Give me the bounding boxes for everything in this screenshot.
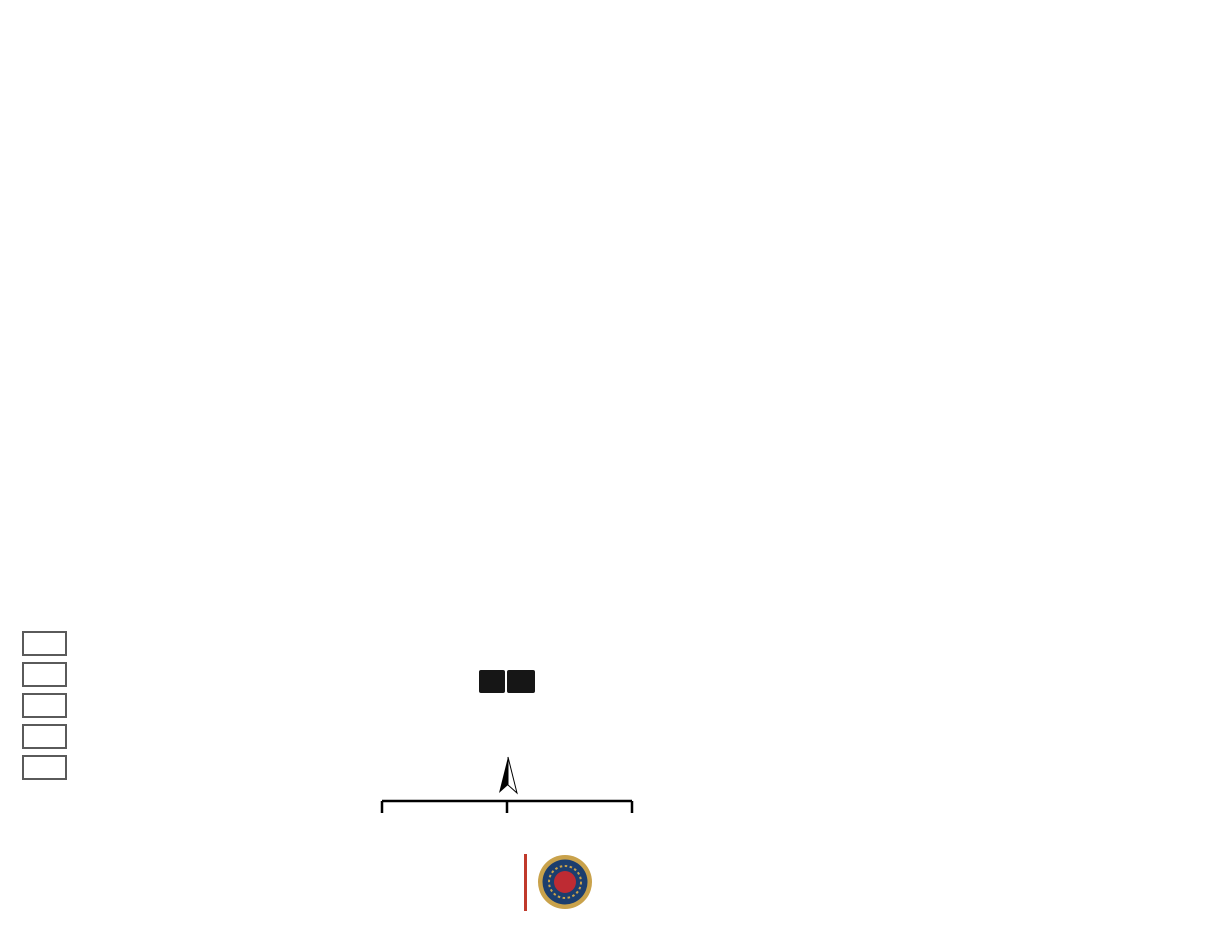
- legend-swatch-yellow: [22, 693, 67, 718]
- agency-logos: [396, 853, 601, 911]
- legend-swatch-darkblue: [22, 755, 67, 780]
- legend-swatch-red: [22, 631, 67, 656]
- north-arrow-right-half: [507, 756, 518, 795]
- legend-item-increase-large: [22, 755, 78, 780]
- scale-bar-line: [380, 799, 634, 813]
- legend-item-decrease-large: [22, 631, 78, 656]
- save-a-life-logo-boxes: [437, 670, 577, 693]
- legend: [22, 618, 78, 786]
- north-arrow: [499, 756, 518, 795]
- north-arrow-left-half: [499, 757, 508, 793]
- logo-divider: [524, 853, 527, 911]
- legend-swatch-lightblue: [22, 724, 67, 749]
- save-a-life-logo: [437, 670, 577, 696]
- texas-hhs-seal-icon: [537, 855, 592, 909]
- star-icon: [479, 670, 505, 693]
- legend-item-no-change: [22, 693, 78, 718]
- legend-swatch-orange: [22, 662, 67, 687]
- dashes-icon: [507, 670, 535, 693]
- legend-item-decrease-small: [22, 662, 78, 687]
- scale-bar: [380, 799, 634, 813]
- legend-item-increase-small: [22, 724, 78, 749]
